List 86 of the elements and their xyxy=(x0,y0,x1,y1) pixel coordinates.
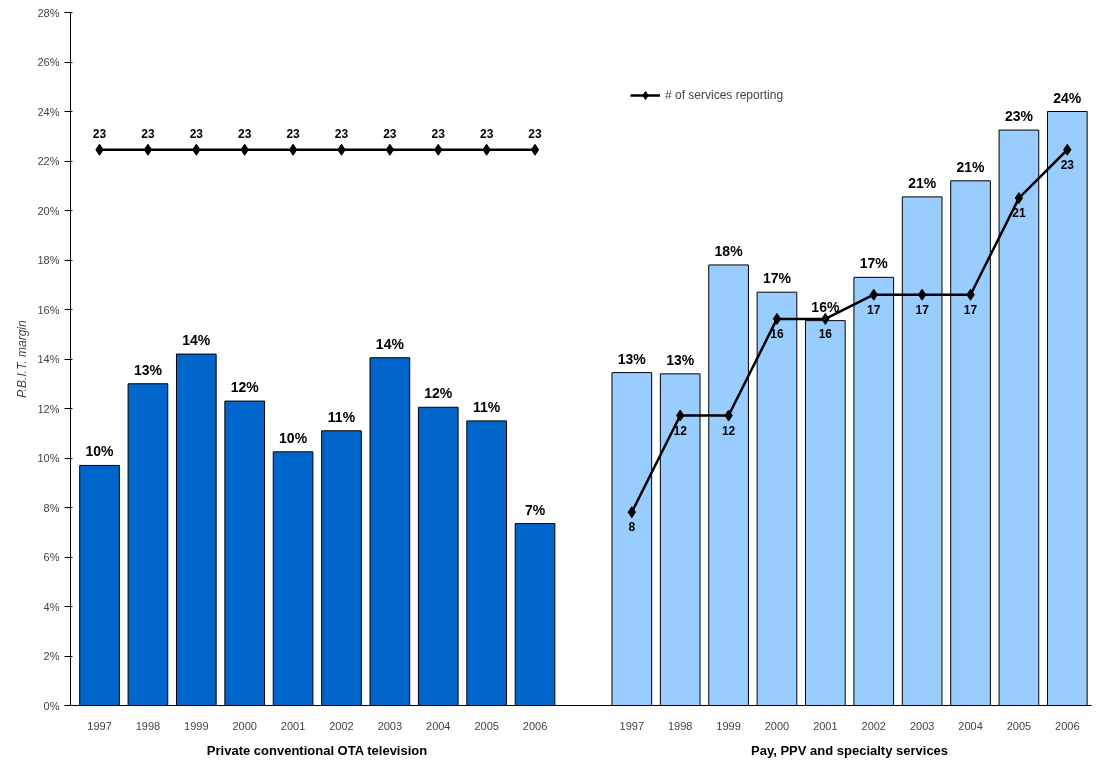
data-label: 23 xyxy=(528,126,543,141)
data-label: 23 xyxy=(92,126,107,141)
data-label: 23 xyxy=(1060,157,1075,172)
y-tick-label: 28% xyxy=(37,6,60,19)
x-tick-label: 2003 xyxy=(377,719,403,732)
data-label: 8 xyxy=(628,520,636,535)
x-tick-label: 2001 xyxy=(280,719,306,732)
data-label: 23 xyxy=(431,126,446,141)
point xyxy=(385,143,395,156)
y-tick-label: 14% xyxy=(37,353,60,365)
data-label: 17 xyxy=(915,302,930,317)
data-label: 17% xyxy=(859,255,889,272)
point xyxy=(917,288,927,301)
data-label: 23 xyxy=(334,126,349,141)
data-label: 12 xyxy=(721,423,736,438)
point xyxy=(530,143,540,156)
y-tick-label: 22% xyxy=(37,155,60,167)
y-tick-label: 12% xyxy=(37,402,60,415)
y-tick-label: 10% xyxy=(37,452,60,464)
data-label: 11% xyxy=(327,408,356,425)
x-tick-label: 1998 xyxy=(667,719,693,732)
data-label: 23 xyxy=(189,126,204,141)
data-label: 12% xyxy=(424,385,453,402)
data-label: 7% xyxy=(524,501,546,518)
y-tick-label: 0% xyxy=(43,699,60,712)
x-tick-label: 2006 xyxy=(522,719,548,732)
y-axis-title: P.B.I.T. margin xyxy=(15,319,30,398)
data-label: 24% xyxy=(1053,89,1082,106)
x-tick-label: 1998 xyxy=(135,719,161,732)
data-label: 17% xyxy=(762,270,792,287)
data-label: 16 xyxy=(818,326,833,341)
x-tick-label: 2004 xyxy=(958,719,983,732)
data-label: 21% xyxy=(956,158,986,175)
y-tick-label: 24% xyxy=(37,105,60,118)
x-tick-label: 2002 xyxy=(861,719,886,732)
x-tick-label: 2004 xyxy=(426,719,451,732)
y-tick-label: 18% xyxy=(37,254,60,266)
x-axis-title: Private conventional OTA television xyxy=(206,742,428,758)
data-label: 12 xyxy=(673,423,688,438)
data-label: 23% xyxy=(1004,108,1034,125)
point xyxy=(288,143,298,156)
legend-label: # of services reporting xyxy=(665,88,784,102)
data-label: 16% xyxy=(811,298,840,315)
x-tick-label: 2003 xyxy=(909,719,935,732)
y-tick-label: 4% xyxy=(43,600,60,613)
point xyxy=(143,143,153,156)
data-label: 23 xyxy=(479,126,494,141)
point xyxy=(772,312,782,325)
y-tick-label: 2% xyxy=(43,650,60,662)
point xyxy=(1014,192,1024,205)
data-label: 17 xyxy=(963,302,978,317)
x-tick-label: 1999 xyxy=(184,719,209,732)
x-tick-label: 1997 xyxy=(87,719,112,732)
x-tick-label: 1997 xyxy=(619,719,645,732)
y-tick-label: 16% xyxy=(37,303,60,316)
y-tick-label: 20% xyxy=(37,204,60,217)
data-label: 10% xyxy=(279,429,308,446)
data-label: 23 xyxy=(238,126,252,141)
data-label: 10% xyxy=(85,443,115,460)
x-tick-label: 2000 xyxy=(232,719,257,732)
data-label: 13% xyxy=(133,361,163,378)
x-tick-label: 2002 xyxy=(329,719,354,732)
x-tick-label: 2000 xyxy=(764,719,790,732)
data-label: 14% xyxy=(182,332,211,349)
data-label: 13% xyxy=(617,350,647,367)
data-label: 13% xyxy=(666,351,695,368)
data-label: 18% xyxy=(714,242,744,259)
x-tick-label: 2005 xyxy=(474,719,499,732)
text: Pay, PPV and specialty services xyxy=(751,742,949,758)
x-tick-label: 2005 xyxy=(1006,719,1032,732)
data-label: 23 xyxy=(383,126,397,141)
data-label: 17 xyxy=(867,302,881,317)
x-tick-label: 1999 xyxy=(716,719,741,732)
data-label: 12% xyxy=(230,379,260,396)
data-label: 14% xyxy=(375,335,405,352)
y-tick-label: 8% xyxy=(43,501,60,514)
data-label: 11% xyxy=(473,398,501,415)
data-label: 23 xyxy=(286,126,301,141)
data-label: 23 xyxy=(141,126,155,141)
y-tick-label: 26% xyxy=(37,56,60,68)
data-label: 16 xyxy=(770,326,784,341)
data-label: 21 xyxy=(1012,206,1026,221)
y-tick-label: 6% xyxy=(43,551,60,563)
data-label: 21% xyxy=(908,174,937,191)
x-tick-label: 2006 xyxy=(1055,719,1080,732)
x-tick-label: 2001 xyxy=(813,719,838,732)
